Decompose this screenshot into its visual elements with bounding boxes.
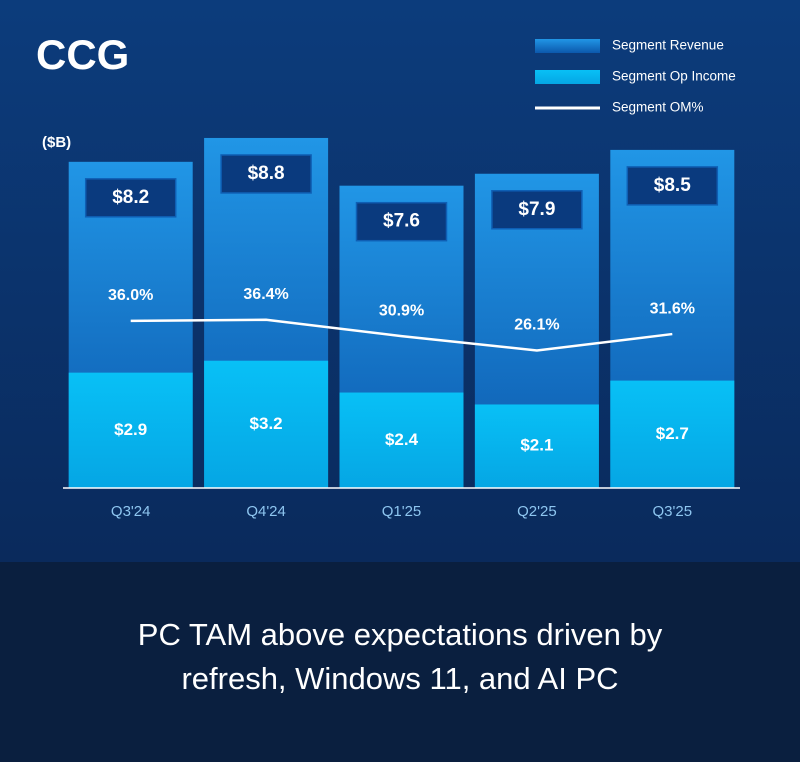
value-label: $2.9 bbox=[114, 420, 147, 439]
caption: PC TAM above expectations driven by bbox=[138, 617, 663, 652]
value-label: $2.4 bbox=[385, 430, 419, 449]
value-label: 31.6% bbox=[650, 300, 695, 317]
value-label: 26.1% bbox=[514, 317, 559, 334]
x-tick-label: Q3'25 bbox=[653, 503, 693, 520]
legend-label: Segment OM% bbox=[612, 100, 704, 115]
bar bbox=[204, 360, 329, 488]
value-label-box bbox=[626, 166, 719, 206]
value-label: $3.2 bbox=[250, 414, 283, 433]
x-tick-label: Q4'24 bbox=[246, 503, 286, 520]
value-label: $8.5 bbox=[654, 175, 691, 196]
value-label: $2.7 bbox=[656, 424, 689, 443]
chart-title: CCG bbox=[36, 31, 129, 78]
bar bbox=[339, 392, 464, 488]
value-label: $8.2 bbox=[112, 187, 149, 208]
x-tick-label: Q2'25 bbox=[517, 503, 557, 520]
value-label: $7.6 bbox=[383, 211, 420, 232]
legend-label: Segment Op Income bbox=[612, 69, 736, 84]
bar bbox=[610, 380, 735, 488]
caption: refresh, Windows 11, and AI PC bbox=[181, 661, 618, 696]
x-tick-label: Q3'24 bbox=[111, 503, 151, 520]
value-label-box bbox=[491, 190, 583, 230]
unit-label: ($B) bbox=[42, 134, 71, 151]
value-label-box bbox=[355, 201, 448, 242]
value-label: $8.8 bbox=[248, 163, 285, 184]
value-label: $7.9 bbox=[518, 199, 555, 220]
legend-swatch bbox=[535, 70, 600, 84]
legend-label: Segment Revenue bbox=[612, 38, 724, 53]
value-label: $2.1 bbox=[520, 436, 553, 455]
value-label: 36.4% bbox=[243, 286, 288, 303]
line bbox=[130, 318, 673, 352]
bar bbox=[474, 404, 599, 488]
x-tick-label: Q1'25 bbox=[382, 503, 422, 520]
caption-panel bbox=[0, 562, 800, 757]
value-label: 30.9% bbox=[379, 302, 424, 319]
value-label-box bbox=[220, 154, 312, 194]
value-label: 36.0% bbox=[108, 287, 153, 304]
legend-swatch bbox=[535, 39, 600, 53]
bar bbox=[68, 372, 193, 488]
value-label-box bbox=[84, 178, 177, 218]
